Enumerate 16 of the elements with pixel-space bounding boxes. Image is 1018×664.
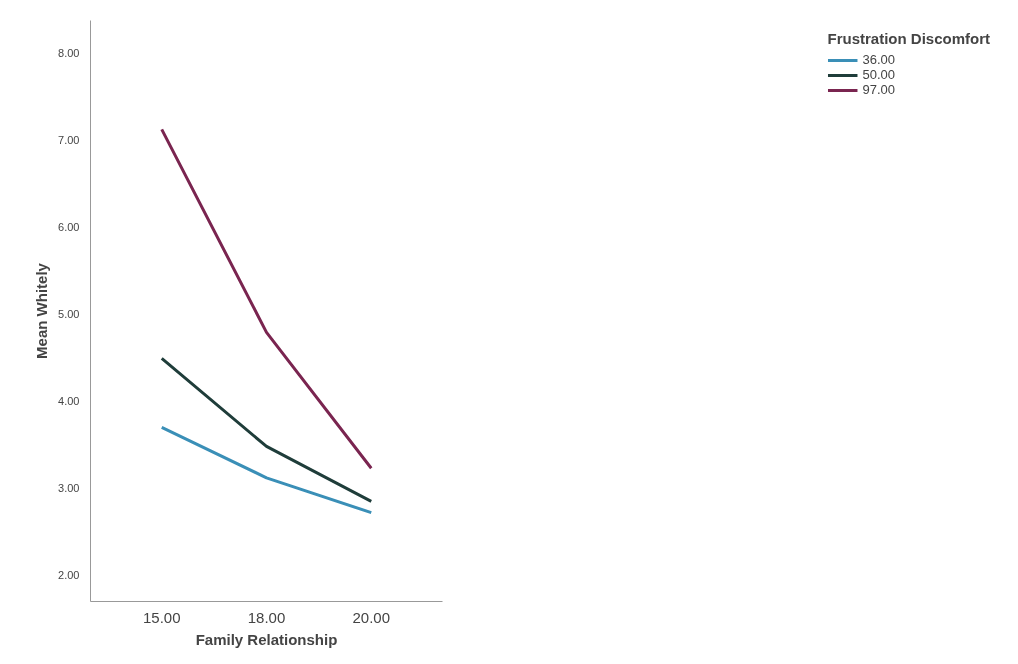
- y-tick-label: 6.00: [58, 220, 80, 233]
- y-tick-label: 2.00: [58, 569, 80, 582]
- y-tick-label: 5.00: [58, 308, 80, 321]
- x-tick-label: 15.00: [142, 608, 181, 626]
- legend-label: 97.00: [862, 82, 896, 97]
- y-tick-label: 8.00: [58, 46, 80, 59]
- legend-label: 36.00: [862, 52, 896, 67]
- x-axis-title: Family Relationship: [195, 630, 338, 648]
- x-tick-label: 18.00: [247, 608, 286, 626]
- legend-title: Frustration Discomfort: [827, 30, 990, 47]
- y-tick-label: 4.00: [58, 395, 80, 408]
- legend-label: 50.00: [862, 67, 896, 82]
- y-tick-label: 3.00: [58, 482, 80, 495]
- x-tick-label: 20.00: [352, 608, 391, 626]
- y-tick-label: 7.00: [58, 133, 80, 146]
- y-axis-title: Mean Whitely: [33, 262, 51, 359]
